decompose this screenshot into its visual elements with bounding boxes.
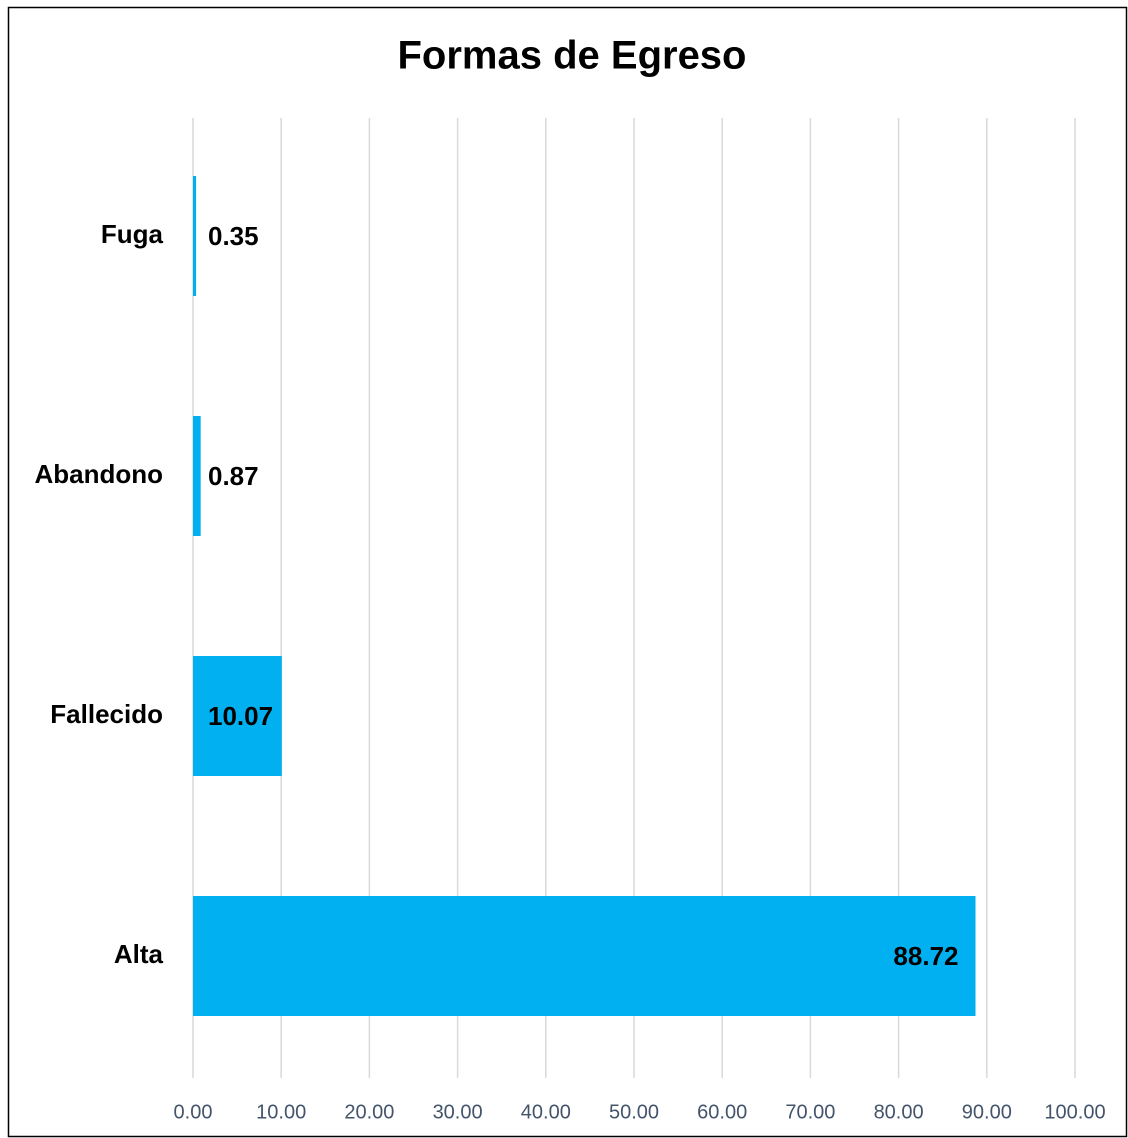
x-tick-label: 30.00 [433,1101,483,1123]
x-tick-label: 70.00 [785,1101,835,1123]
bar [193,176,197,296]
bar [193,416,201,536]
x-tick-label: 0.00 [174,1101,213,1123]
data-label: 88.72 [893,941,958,971]
y-tick-label: Abandono [34,459,163,489]
x-tick-label: 40.00 [521,1101,571,1123]
x-tick-label: 60.00 [697,1101,747,1123]
bar [193,896,976,1016]
x-tick-label: 10.00 [256,1101,306,1123]
x-tick-label: 50.00 [609,1101,659,1123]
x-tick-label: 100.00 [1044,1101,1105,1123]
y-tick-label: Fallecido [50,699,163,729]
y-tick-label: Fuga [101,219,164,249]
data-label: 0.87 [208,461,259,491]
data-label: 0.35 [208,221,259,251]
bar [193,656,282,776]
x-tick-label: 80.00 [874,1101,924,1123]
data-label: 10.07 [208,701,273,731]
x-tick-label: 20.00 [344,1101,394,1123]
y-tick-label: Alta [114,939,164,969]
x-tick-label: 90.00 [962,1101,1012,1123]
chart-title: Formas de Egreso [397,34,746,78]
